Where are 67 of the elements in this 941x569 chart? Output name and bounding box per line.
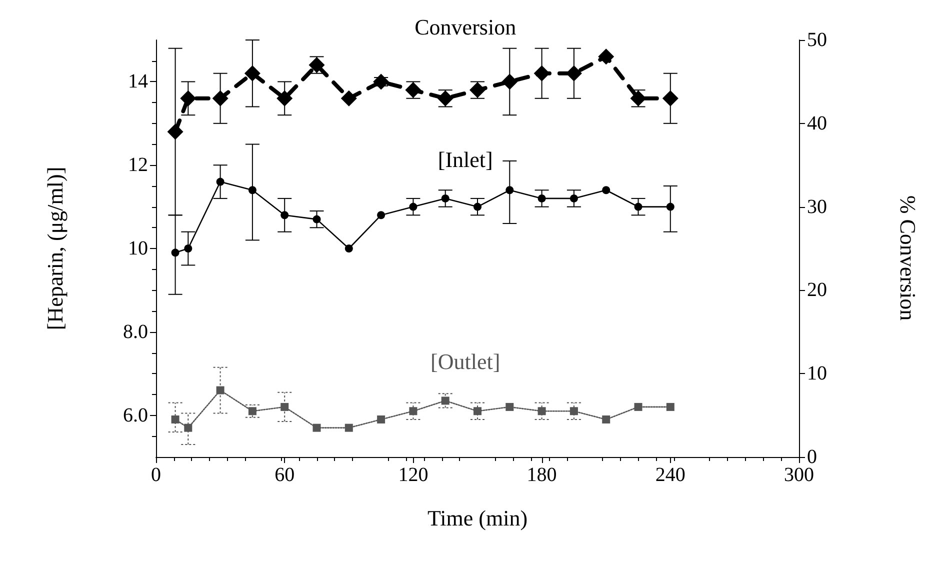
point [538,194,546,202]
point [344,244,353,252]
point [666,202,674,211]
point [409,202,418,211]
point [171,248,180,257]
series-label: [Outlet] [430,349,500,374]
point [280,402,289,411]
point [216,178,224,186]
point [538,407,546,416]
point [216,386,224,394]
point [180,90,196,106]
point [441,396,450,405]
x-tick-label: 60 [274,464,295,486]
point [602,186,610,194]
x-tick-label: 240 [655,464,686,486]
y2-axis-title: % Conversion [896,195,920,321]
point [377,415,386,424]
point [312,424,321,432]
point [167,124,184,140]
point [534,65,550,82]
point [409,407,418,416]
y-tick-label: 14 [128,70,148,93]
point [312,215,321,224]
point [566,65,582,82]
point [662,90,678,106]
point [276,90,293,106]
point [377,211,386,220]
point [506,186,514,194]
x-tick-label: 120 [398,464,428,486]
series-label: [Inlet] [438,146,493,172]
point [474,202,482,211]
point [474,407,482,416]
point [666,402,674,411]
point [634,402,642,411]
point [212,90,228,106]
point [184,424,192,432]
y-tick-label: 12 [128,154,148,176]
x-axis-title: Time (min) [427,506,528,530]
y-tick-label: 6.0 [123,404,148,426]
point [344,424,353,432]
point [244,65,260,82]
y2-tick-label: 30 [807,196,827,218]
y2-tick-label: 10 [807,362,827,385]
y2-tick-label: 20 [807,279,827,302]
point [373,74,390,90]
point [570,407,578,416]
point [502,74,518,90]
point [634,202,642,211]
point [184,244,192,252]
point [602,415,610,424]
y-axis-title: [Heparin, (μg/ml)] [42,166,68,330]
y2-tick-label: 40 [807,112,827,134]
y-tick-label: 8.0 [123,320,148,343]
point [248,407,256,416]
y-tick-label: 10 [128,238,148,260]
x-tick-label: 180 [526,464,557,486]
series-label: Conversion [414,14,516,40]
point [570,194,578,202]
point [506,402,514,411]
x-tick-label: 0 [151,464,161,486]
point [248,186,256,194]
point [340,90,357,106]
point [171,415,180,424]
point [598,48,614,65]
point [441,194,450,202]
point [280,211,289,220]
y2-tick-label: 50 [807,29,827,51]
